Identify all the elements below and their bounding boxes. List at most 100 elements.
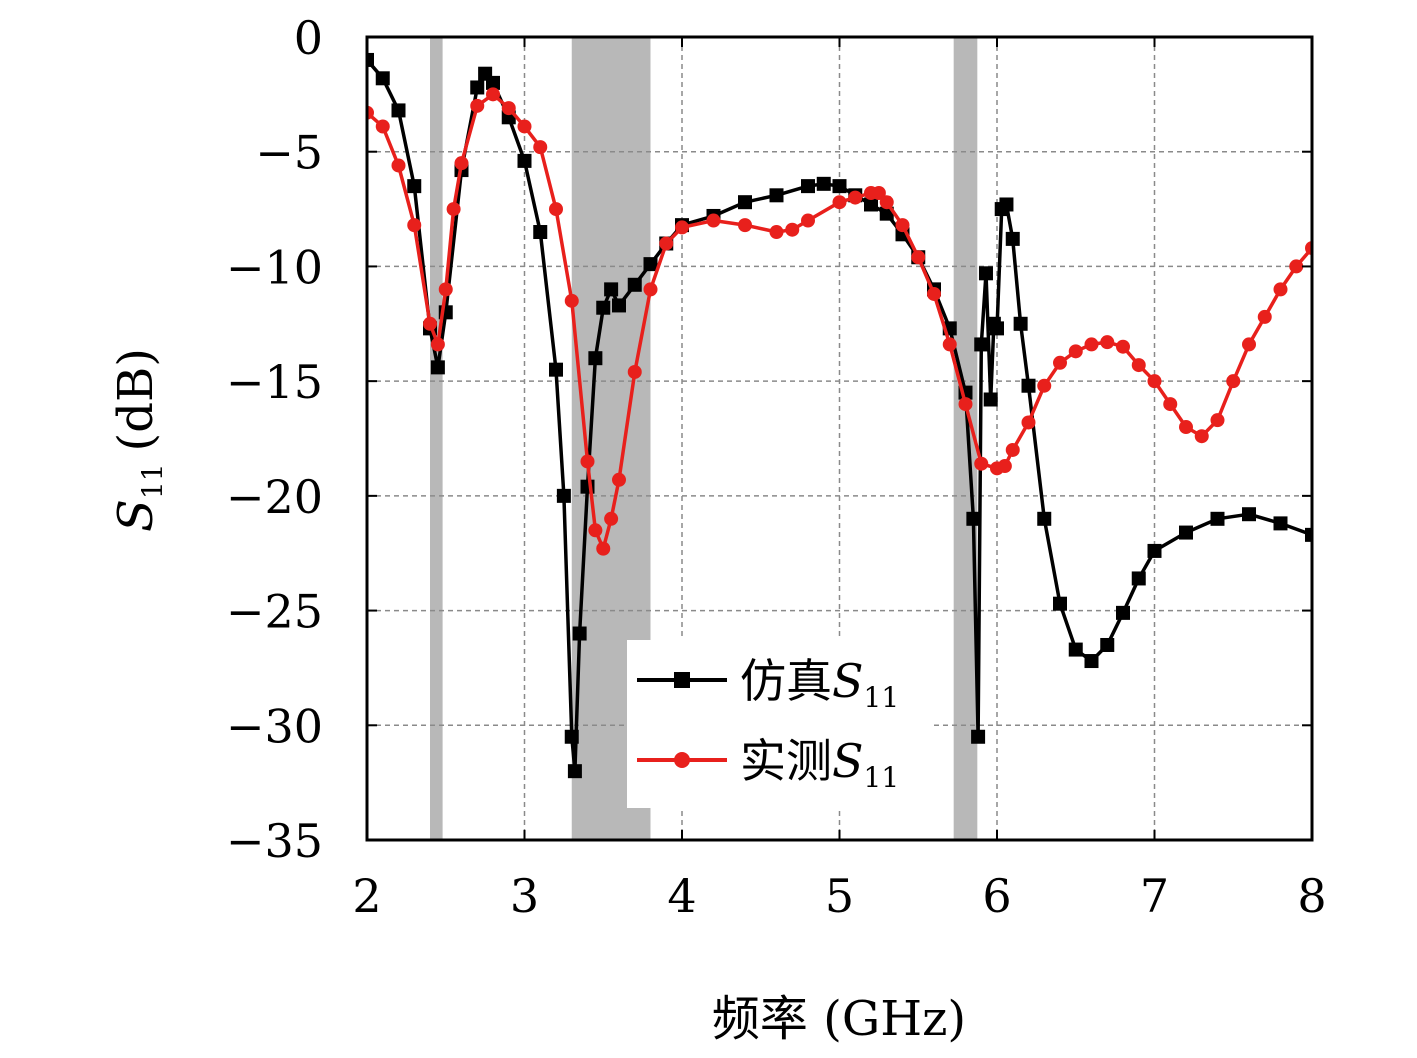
series-1-point-22 [643, 282, 658, 297]
series-1-point-23 [659, 236, 674, 251]
series-0-point-32 [816, 176, 831, 191]
series-1-point-4 [423, 316, 437, 331]
svg-text:S11(dB): S11 (dB) [108, 348, 169, 532]
x-tick-label-6: 8 [1297, 869, 1326, 923]
series-0-point-48 [990, 321, 1004, 336]
legend-meas-text: 实测 [740, 734, 832, 788]
series-0-point-20 [588, 351, 603, 366]
series-1-point-25 [706, 213, 721, 228]
series-0-point-10 [486, 75, 500, 90]
series-layer [367, 52, 1312, 779]
legend-meas-sub: 11 [864, 761, 900, 794]
series-1-point-27 [769, 225, 784, 240]
y-tick-label-6: −30 [226, 699, 323, 753]
series-0-point-46 [983, 392, 998, 407]
series-0-point-66 [1305, 527, 1312, 542]
series-1-point-33 [871, 186, 886, 201]
y-tick-labels: 0 −5 −10 −15 −20 −25 −30 −35 [226, 11, 323, 868]
series-0-point-55 [1053, 596, 1067, 611]
series-1-point-58 [1242, 337, 1256, 352]
series-0-point-57 [1084, 654, 1099, 669]
series-0-point-50 [999, 197, 1014, 212]
series-1-point-56 [1210, 413, 1225, 428]
series-0-point-29 [738, 195, 752, 210]
series-0-point-33 [832, 179, 847, 194]
series-1-point-9 [470, 98, 485, 113]
x-axis-label: 频率 (GHz) [712, 991, 966, 1047]
y-tick-label-1: −5 [255, 126, 323, 180]
series-0-point-61 [1147, 543, 1162, 558]
series-1-point-49 [1100, 335, 1115, 350]
series-1-point-55 [1194, 429, 1209, 444]
legend-label-meas: 实测S11 [740, 734, 899, 794]
series-1-point-8 [454, 156, 469, 171]
series-1-point-13 [533, 140, 548, 155]
series-1-point-20 [612, 472, 626, 487]
series-0-point-31 [801, 179, 815, 194]
x-tick-label-2: 4 [667, 869, 696, 923]
series-0-point-58 [1100, 637, 1115, 652]
legend-meas-s: S [832, 734, 864, 788]
series-1-point-61 [1289, 259, 1304, 274]
series-1-point-59 [1257, 309, 1272, 324]
series-0-point-22 [604, 282, 619, 297]
series-0-point-24 [627, 277, 642, 292]
legend-sim-s: S [832, 654, 864, 708]
series-0-point-8 [470, 80, 485, 95]
series-1 [367, 87, 1312, 556]
series-1-point-35 [895, 218, 910, 233]
series-0-point-45 [978, 266, 993, 281]
series-0-point-30 [769, 188, 784, 203]
series-1-point-31 [848, 190, 863, 205]
series-1-point-45 [1037, 378, 1052, 393]
series-1-point-16 [580, 454, 595, 469]
series-1-point-43 [1005, 442, 1020, 457]
series-1-point-7 [446, 202, 461, 217]
series-0-point-15 [556, 488, 571, 503]
series-0-point-17 [567, 764, 582, 779]
series-1-point-6 [438, 282, 453, 297]
series-1-point-47 [1068, 344, 1083, 359]
series-1-point-3 [407, 218, 422, 233]
series-0-point-44 [974, 337, 989, 352]
series-0-point-64 [1242, 507, 1256, 522]
series-1-point-0 [367, 105, 374, 120]
series-1-point-60 [1273, 282, 1288, 297]
series-1-point-21 [627, 364, 642, 379]
series-0-point-13 [533, 225, 548, 240]
series-1-point-46 [1053, 355, 1067, 370]
y-tick-label-2: −10 [226, 240, 323, 294]
series-1-point-5 [430, 337, 445, 352]
series-0-point-52 [1013, 316, 1028, 331]
x-tick-label-5: 7 [1140, 869, 1169, 923]
y-tick-label-3: −15 [226, 355, 323, 409]
legend-marker-sim [674, 672, 690, 688]
series-0-point-60 [1131, 571, 1146, 586]
series-0-point-12 [517, 153, 532, 168]
series-1-point-34 [879, 195, 894, 210]
series-1-point-1 [375, 119, 390, 134]
series-0-point-62 [1179, 525, 1193, 540]
series-1-point-30 [832, 195, 847, 210]
series-0-point-54 [1037, 511, 1052, 526]
series-1-point-14 [549, 202, 563, 217]
y-tick-label-4: −20 [226, 470, 323, 524]
series-1-point-40 [974, 456, 989, 471]
series-0-point-16 [564, 729, 579, 744]
series-1-point-26 [738, 218, 752, 233]
series-1-point-19 [604, 511, 619, 526]
series-1-point-24 [675, 220, 689, 235]
series-0-point-43 [971, 729, 986, 744]
axis-ticks [366, 36, 1313, 841]
legend-marker-meas [674, 752, 690, 768]
y-axis-label-sub: 11 [136, 463, 169, 499]
series-1-point-18 [596, 541, 611, 556]
series-1-point-39 [958, 397, 973, 412]
series-0-point-14 [549, 362, 563, 377]
series-1-point-29 [801, 213, 815, 228]
series-1-point-37 [927, 286, 941, 301]
y-axis-label: S11 (dB) [108, 348, 169, 532]
series-0-point-59 [1116, 605, 1130, 620]
series-0-point-2 [391, 103, 406, 118]
